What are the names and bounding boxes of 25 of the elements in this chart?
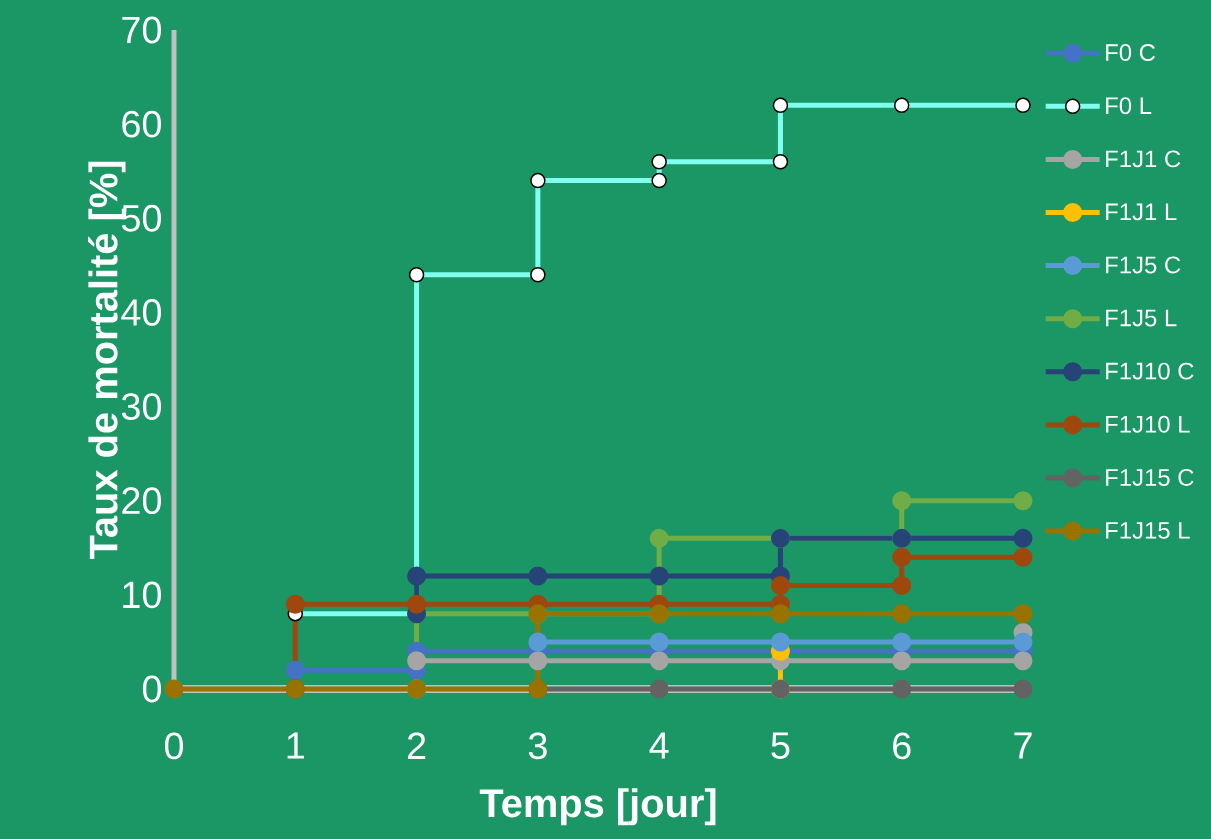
x-tick-label: 5 xyxy=(771,732,790,759)
x-tick-label: 1 xyxy=(287,732,304,759)
legend-label: F1J10 C xyxy=(1106,362,1194,380)
legend-label: F0 L xyxy=(1106,97,1152,115)
legend-label: F1J5 C xyxy=(1106,256,1181,274)
legend-label: F1J15 L xyxy=(1106,522,1190,539)
x-tick-label: 7 xyxy=(1014,732,1032,759)
legend-label: F1J1 L xyxy=(1106,203,1177,221)
y-tick-label: 10 xyxy=(123,581,162,609)
legend-label: F0 C xyxy=(1106,44,1156,61)
y-tick-label: 30 xyxy=(121,393,162,420)
y-tick-label: 60 xyxy=(122,110,162,138)
legend-label: F1J5 L xyxy=(1106,309,1177,327)
legend-label: F1J15 C xyxy=(1106,468,1194,486)
x-axis-title: Temps [jour] xyxy=(479,788,716,826)
legend-label: F1J1 C xyxy=(1106,150,1181,168)
legend-label: F1J10 L xyxy=(1106,415,1190,433)
y-tick-label: 40 xyxy=(121,299,162,326)
y-tick-label: 70 xyxy=(122,16,162,44)
x-tick-label: 2 xyxy=(407,732,426,759)
x-tick-label: 4 xyxy=(649,732,669,759)
x-tick-label: 6 xyxy=(893,732,911,760)
y-tick-label: 0 xyxy=(142,675,162,703)
x-tick-label: 0 xyxy=(164,732,184,760)
x-tick-label: 3 xyxy=(528,732,547,760)
